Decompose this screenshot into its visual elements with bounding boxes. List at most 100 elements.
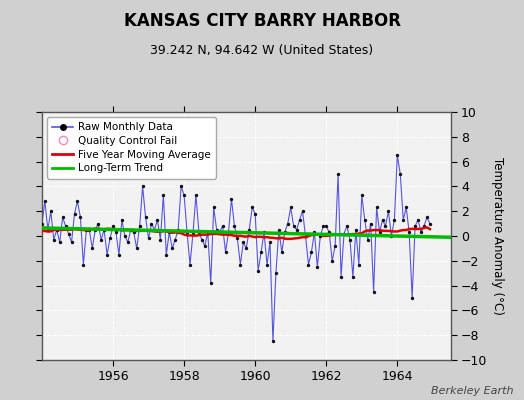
Point [307, 249, 315, 255]
Point [213, 226, 221, 233]
Point [183, 229, 191, 236]
Point [361, 217, 369, 223]
Point [378, 217, 387, 223]
Point [97, 236, 105, 243]
Point [103, 251, 111, 258]
Point [156, 236, 165, 243]
Point [402, 204, 410, 211]
Point [70, 210, 79, 217]
Point [88, 245, 96, 252]
Point [127, 226, 135, 233]
Point [405, 229, 413, 236]
Point [118, 217, 126, 223]
Point [76, 214, 84, 221]
Point [230, 223, 238, 229]
Point [129, 229, 138, 236]
Point [325, 229, 333, 236]
Point [292, 226, 301, 233]
Point [334, 171, 342, 177]
Point [399, 217, 408, 223]
Point [150, 226, 159, 233]
Point [313, 264, 322, 270]
Point [186, 261, 194, 268]
Point [348, 274, 357, 280]
Point [301, 233, 310, 239]
Point [251, 210, 259, 217]
Point [82, 226, 91, 233]
Point [201, 243, 209, 249]
Point [41, 198, 49, 204]
Point [210, 204, 218, 211]
Point [59, 214, 67, 221]
Point [64, 230, 73, 237]
Point [248, 204, 256, 211]
Point [162, 251, 170, 258]
Point [85, 226, 93, 233]
Point [136, 223, 144, 229]
Point [141, 214, 150, 221]
Point [304, 261, 313, 268]
Point [357, 192, 366, 198]
Text: 39.242 N, 94.642 W (United States): 39.242 N, 94.642 W (United States) [150, 44, 374, 57]
Point [423, 214, 431, 221]
Point [106, 235, 114, 242]
Point [296, 217, 304, 223]
Point [287, 204, 295, 211]
Point [375, 229, 384, 236]
Point [289, 223, 298, 229]
Point [352, 226, 360, 233]
Point [206, 280, 215, 286]
Point [221, 249, 230, 255]
Point [91, 226, 100, 233]
Point [112, 229, 120, 236]
Text: Berkeley Earth: Berkeley Earth [431, 386, 514, 396]
Point [384, 208, 392, 214]
Point [343, 223, 351, 229]
Point [168, 245, 177, 252]
Point [79, 261, 88, 268]
Point [67, 239, 75, 245]
Point [366, 220, 375, 227]
Point [425, 220, 434, 227]
Point [50, 236, 58, 243]
Point [331, 243, 340, 249]
Point [38, 220, 46, 227]
Point [47, 208, 55, 214]
Point [52, 226, 61, 233]
Point [219, 223, 227, 229]
Point [242, 245, 250, 252]
Point [171, 236, 179, 243]
Point [239, 239, 247, 245]
Point [254, 268, 263, 274]
Point [283, 220, 292, 227]
Point [417, 229, 425, 236]
Point [269, 338, 277, 345]
Point [224, 229, 233, 236]
Point [124, 239, 132, 245]
Legend: Raw Monthly Data, Quality Control Fail, Five Year Moving Average, Long-Term Tren: Raw Monthly Data, Quality Control Fail, … [47, 117, 216, 178]
Point [236, 261, 245, 268]
Point [390, 217, 399, 223]
Y-axis label: Temperature Anomaly (°C): Temperature Anomaly (°C) [491, 157, 504, 315]
Point [408, 295, 417, 301]
Point [195, 229, 203, 236]
Point [177, 183, 185, 190]
Point [319, 223, 328, 229]
Point [369, 289, 378, 295]
Text: KANSAS CITY BARRY HARBOR: KANSAS CITY BARRY HARBOR [124, 12, 400, 30]
Point [266, 239, 274, 245]
Point [260, 229, 268, 236]
Point [56, 239, 64, 245]
Point [159, 192, 168, 198]
Point [340, 230, 348, 237]
Point [310, 229, 319, 236]
Point [100, 226, 108, 233]
Point [393, 152, 401, 158]
Point [322, 223, 331, 229]
Point [133, 245, 141, 252]
Point [153, 217, 161, 223]
Point [94, 220, 102, 227]
Point [396, 171, 405, 177]
Point [387, 233, 396, 239]
Point [316, 233, 324, 239]
